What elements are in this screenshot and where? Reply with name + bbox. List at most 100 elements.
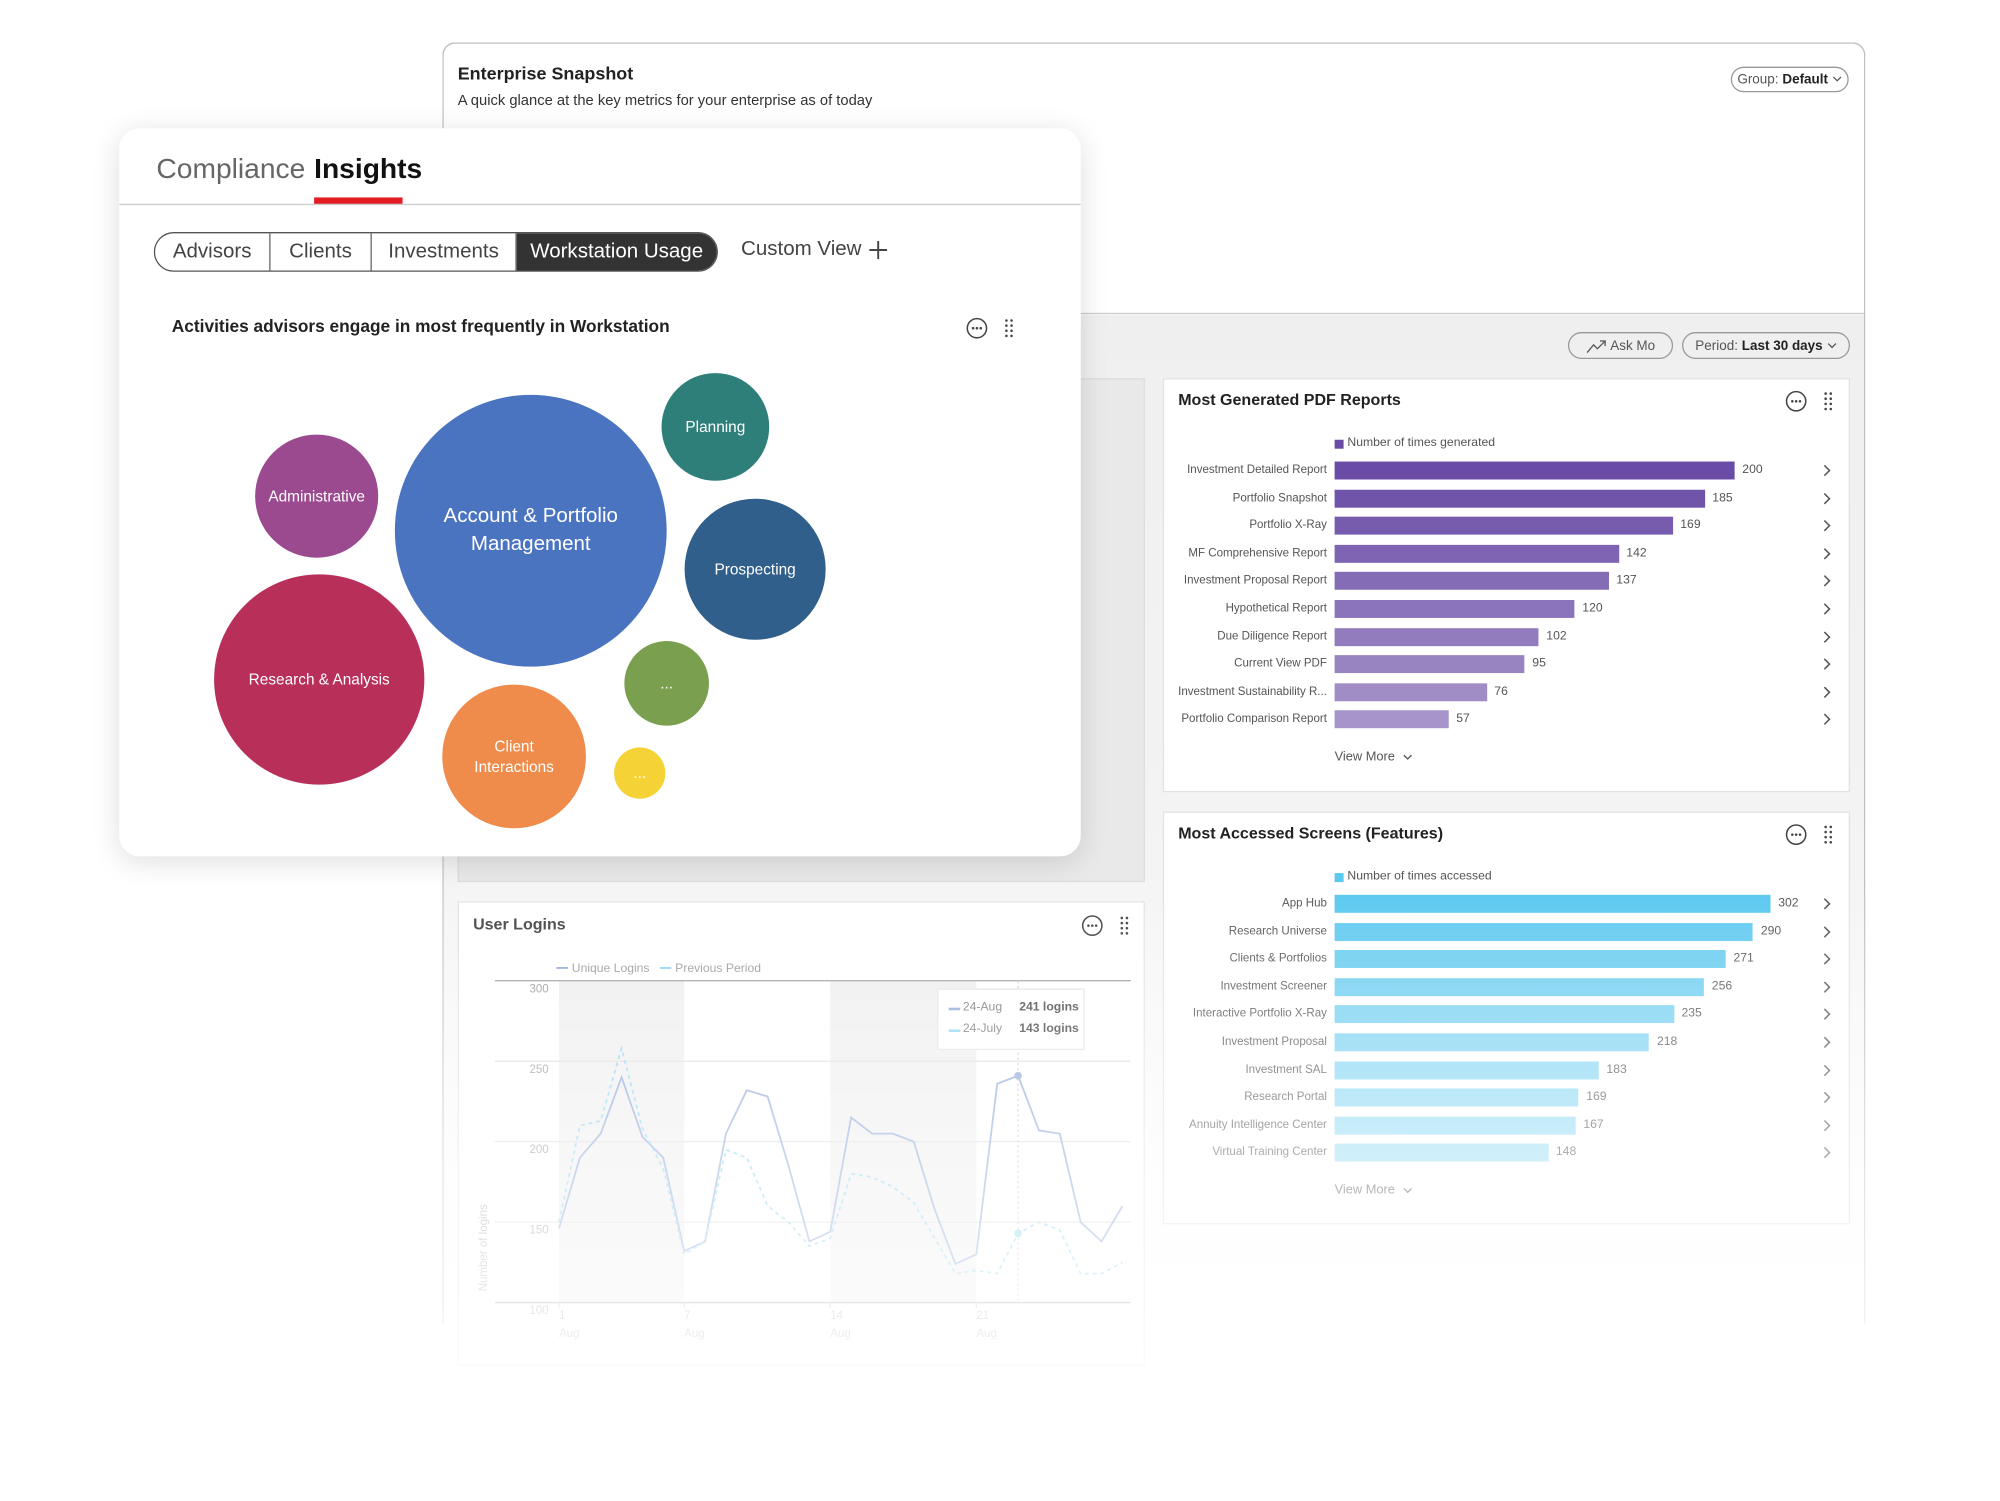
bar — [1334, 572, 1609, 591]
drag-handle[interactable] — [1824, 825, 1833, 844]
drag-dot — [1829, 407, 1833, 411]
insights-panel: Compliance Insights Advisors Clients Inv… — [119, 128, 1081, 857]
drag-dot — [1005, 319, 1008, 322]
snapshot-subtitle: A quick glance at the key metrics for yo… — [457, 93, 873, 109]
drag-handle[interactable] — [1005, 319, 1013, 338]
more-icon[interactable] — [966, 317, 988, 339]
more-icon[interactable] — [1785, 390, 1807, 412]
view-more[interactable]: View More — [1335, 750, 1413, 764]
bar-label: MF Comprehensive Report — [1188, 545, 1327, 559]
tab-active[interactable]: Insights — [314, 152, 423, 185]
row-chevron[interactable] — [1822, 630, 1832, 643]
drag-dot — [1829, 825, 1833, 829]
row-chevron[interactable] — [1822, 1036, 1832, 1049]
row-chevron[interactable] — [1822, 925, 1832, 938]
ask-button[interactable]: Ask Mo — [1567, 332, 1674, 359]
drag-dot — [1824, 841, 1827, 844]
bubble-label: Planning — [685, 417, 746, 436]
subtab[interactable]: Clients — [271, 233, 372, 271]
ask-icon — [1586, 339, 1606, 353]
more-icon-ring — [1785, 390, 1807, 412]
chart-title: Most Generated PDF Reports — [1178, 391, 1401, 409]
bar — [1334, 950, 1726, 969]
chevron-path — [1823, 520, 1831, 532]
bar-label: Investment Screener — [1220, 979, 1327, 993]
drag-dot — [1829, 841, 1833, 844]
row-chevron[interactable] — [1822, 1091, 1832, 1104]
more-icon-ring — [966, 317, 988, 339]
drag-dot — [1824, 392, 1827, 395]
row-chevron[interactable] — [1822, 1008, 1832, 1021]
bar-label: Interactive Portfolio X-Ray — [1192, 1006, 1327, 1020]
bubble-label: Research & Analysis — [248, 670, 390, 689]
drag-dot — [1010, 324, 1013, 327]
more-icon[interactable] — [1785, 824, 1807, 845]
chevron-path — [1823, 1064, 1831, 1076]
bar — [1334, 1061, 1599, 1079]
subtab[interactable]: Advisors — [155, 233, 271, 271]
drag-handle[interactable] — [1824, 392, 1833, 411]
chart-title: Activities advisors engage in most frequ… — [171, 316, 670, 336]
bar — [1334, 683, 1487, 702]
row-chevron[interactable] — [1822, 575, 1832, 588]
chevron-path — [1823, 898, 1831, 910]
drag-dot — [1824, 402, 1827, 406]
bar-value: 169 — [1680, 518, 1701, 533]
row-chevron[interactable] — [1822, 953, 1832, 966]
more-icon-dot — [971, 326, 975, 330]
bubble-label: Administrative — [268, 487, 365, 505]
bubble-label: Client Interactions — [474, 736, 554, 776]
chevron-down — [1403, 754, 1413, 760]
bar-value: 256 — [1711, 979, 1733, 994]
bar-label: Portfolio Comparison Report — [1181, 712, 1327, 725]
bubble: ... — [624, 640, 710, 726]
row-chevron[interactable] — [1822, 547, 1832, 560]
group-selector[interactable]: Group: Default — [1730, 66, 1849, 93]
bar — [1334, 710, 1449, 729]
bar-label: Virtual Training Center — [1212, 1145, 1327, 1159]
drag-dot — [1010, 319, 1013, 322]
row-chevron[interactable] — [1822, 1147, 1832, 1160]
tab[interactable]: Compliance — [156, 152, 306, 185]
period-selector[interactable]: Period: Last 30 days — [1682, 332, 1850, 359]
view-more[interactable]: View More — [1335, 1183, 1413, 1197]
row-chevron[interactable] — [1822, 519, 1832, 532]
tab-underline — [314, 197, 403, 204]
bar — [1334, 516, 1673, 535]
drag-dot — [1824, 397, 1827, 400]
drag-dot — [1829, 402, 1833, 406]
custom-view-label: Custom View — [741, 238, 862, 261]
drag-dot — [1005, 324, 1008, 327]
chevron-path — [1823, 1092, 1831, 1104]
chevron-path — [1823, 1119, 1831, 1132]
bar — [1334, 1033, 1650, 1052]
bar-label: Research Universe — [1228, 923, 1327, 937]
row-chevron[interactable] — [1822, 713, 1832, 726]
legend-swatch — [1334, 439, 1344, 449]
bar — [1334, 1005, 1674, 1024]
custom-view[interactable]: Custom View — [741, 238, 888, 261]
bubble: ... — [614, 747, 666, 799]
row-chevron[interactable] — [1822, 897, 1832, 910]
drag-dot — [1005, 329, 1008, 333]
bar-value: 167 — [1583, 1117, 1604, 1132]
bar-value: 57 — [1456, 712, 1470, 727]
bar-label: Portfolio X-Ray — [1249, 518, 1327, 532]
chevron-path — [1823, 547, 1831, 560]
bar-value: 142 — [1626, 545, 1647, 560]
row-chevron[interactable] — [1822, 1119, 1832, 1132]
subtab-active[interactable]: Workstation Usage — [516, 233, 717, 271]
row-chevron[interactable] — [1822, 686, 1832, 699]
plus-icon — [869, 241, 888, 259]
subtab[interactable]: Investments — [372, 233, 517, 271]
bar-label: Investment SAL — [1245, 1062, 1327, 1076]
row-chevron[interactable] — [1822, 1064, 1832, 1077]
chart-title: Most Accessed Screens (Features) — [1178, 824, 1444, 843]
row-chevron[interactable] — [1822, 464, 1832, 477]
row-chevron[interactable] — [1822, 658, 1832, 671]
row-chevron[interactable] — [1822, 981, 1832, 994]
row-chevron[interactable] — [1822, 492, 1832, 505]
row-chevron[interactable] — [1822, 603, 1832, 616]
drag-dot — [1824, 407, 1827, 411]
